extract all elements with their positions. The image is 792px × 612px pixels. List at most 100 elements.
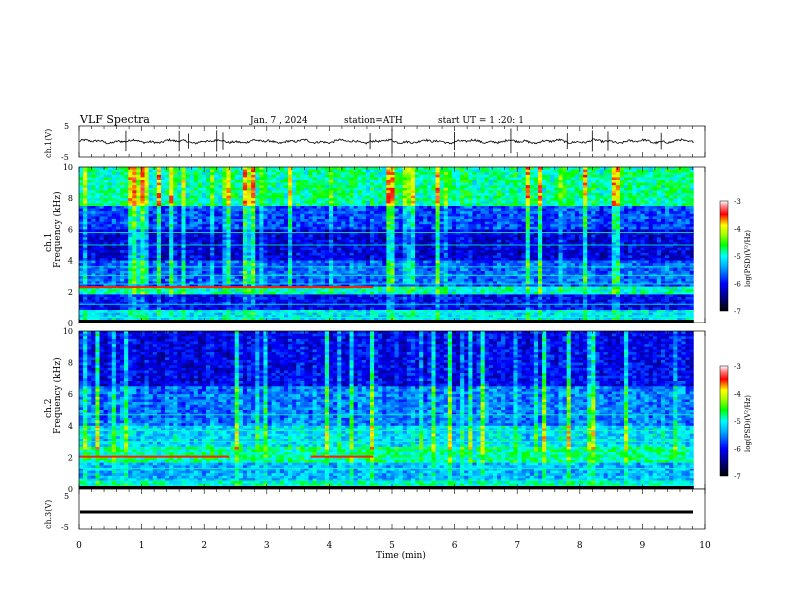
spectrogram-cell: [492, 172, 498, 176]
spectrogram-cell: [255, 239, 260, 243]
spectrogram-cell: [583, 229, 588, 233]
spectrogram-cell: [533, 200, 539, 204]
spectrogram-cell: [468, 229, 473, 233]
spectrogram-cell: [283, 216, 289, 220]
spectrogram-cell: [214, 242, 219, 246]
spectrogram-cell: [599, 237, 604, 241]
spectrogram-cell: [226, 172, 231, 176]
spectrogram-cell: [136, 182, 141, 186]
spectrogram-cell: [460, 172, 465, 176]
spectrogram-cell: [439, 177, 445, 181]
spectrogram-cell: [619, 190, 625, 194]
spectrogram-cell: [443, 239, 449, 243]
spectrogram-cell: [451, 172, 457, 176]
spectrogram-cell: [242, 169, 248, 173]
spectrogram-cell: [427, 226, 432, 230]
spectrogram-cell: [292, 237, 297, 241]
spectrogram-cell: [611, 229, 617, 233]
spectrogram-cell: [242, 216, 248, 220]
spectrogram-cell: [320, 224, 326, 228]
spectrogram-cell: [111, 190, 117, 194]
spectrogram-cell: [382, 174, 387, 178]
spectrogram-cell: [218, 206, 223, 209]
spectrogram-cell: [173, 211, 178, 215]
spectrogram-cell: [427, 247, 432, 251]
spectrogram-cell: [619, 169, 625, 173]
spectrogram-cell: [529, 190, 535, 194]
spectrogram-cell: [464, 242, 469, 246]
spectrogram-cell: [193, 245, 199, 248]
spectrogram-cell: [611, 242, 617, 246]
spectrogram-cell: [402, 224, 408, 228]
spectrogram-cell: [599, 190, 604, 194]
spectrogram-cell: [480, 219, 486, 222]
spectrogram-cell: [292, 234, 297, 238]
spectrogram-cell: [328, 187, 334, 191]
spectrogram-cell: [152, 226, 158, 230]
spectrogram-cell: [689, 190, 695, 194]
spectrogram-cell: [292, 193, 297, 196]
spectrogram-cell: [206, 172, 211, 176]
spectrogram-cell: [415, 198, 420, 202]
spectrogram-cell: [542, 229, 547, 233]
spectrogram-cell: [599, 239, 604, 243]
spectrogram-cell: [238, 198, 244, 202]
figure-title: VLF Spectra: [79, 113, 150, 126]
spectrogram-cell: [460, 206, 465, 209]
spectrogram-cell: [636, 247, 641, 251]
spectrogram-cell: [476, 195, 481, 199]
spectrogram-cell: [624, 239, 629, 243]
spectrogram-cell: [566, 174, 572, 178]
spectrogram-cell: [275, 245, 281, 248]
spectrogram-cell: [255, 169, 260, 173]
spectrogram-cell: [107, 226, 113, 230]
spectrogram-cell: [447, 200, 453, 204]
spectrogram-cell: [308, 180, 313, 183]
spectrogram-cell: [206, 216, 211, 220]
spectrogram-cell: [644, 239, 649, 243]
spectrogram-cell: [349, 229, 354, 233]
spectrogram-cell: [427, 242, 432, 246]
spectrogram-cell: [644, 167, 649, 170]
spectrogram-cell: [456, 229, 461, 233]
spectrogram-cell: [341, 219, 346, 222]
spectrogram-cell: [185, 206, 190, 209]
spectrogram-cell: [427, 206, 432, 209]
spectrogram-cell: [345, 216, 350, 220]
spectrogram-cell: [583, 185, 588, 189]
spectrogram-cell: [562, 208, 567, 212]
spectrogram-cell: [99, 182, 104, 186]
spectrogram-cell: [218, 193, 223, 196]
spectrogram-cell: [484, 174, 490, 178]
spectrogram-cell: [328, 239, 334, 243]
spectrogram-cell: [214, 224, 219, 228]
spectrogram-cell: [234, 195, 240, 199]
spectrogram-cell: [533, 174, 539, 178]
spectrogram-cell: [648, 242, 654, 246]
spectrogram-cell: [312, 229, 317, 233]
spectrogram-cell: [542, 206, 547, 209]
spectrogram-cell: [525, 180, 531, 183]
spectrogram-cell: [312, 250, 317, 254]
spectrogram-cell: [603, 190, 608, 194]
spectrogram-cell: [177, 211, 182, 215]
spectrogram-cell: [263, 169, 268, 173]
spectrogram-cell: [226, 242, 231, 246]
spectrogram-cell: [570, 229, 576, 233]
spectrogram-cell: [169, 216, 174, 220]
spectrogram-cell: [308, 247, 313, 251]
spectrogram-cell: [361, 187, 367, 191]
spectrogram-cell: [333, 200, 338, 204]
spectrogram-cell: [574, 229, 580, 233]
spectrogram-cell: [562, 187, 567, 191]
spectrogram-cell: [148, 229, 154, 233]
spectrogram-cell: [333, 221, 338, 225]
spectrogram-cell: [488, 247, 494, 251]
spectrogram-cell: [538, 174, 543, 178]
spectrogram-cell: [435, 180, 440, 183]
spectrogram-cell: [103, 167, 108, 170]
spectrogram-cell: [538, 247, 543, 251]
spectrogram-cell: [546, 208, 551, 212]
spectrogram-cell: [447, 242, 453, 246]
spectrogram-cell: [677, 234, 682, 238]
